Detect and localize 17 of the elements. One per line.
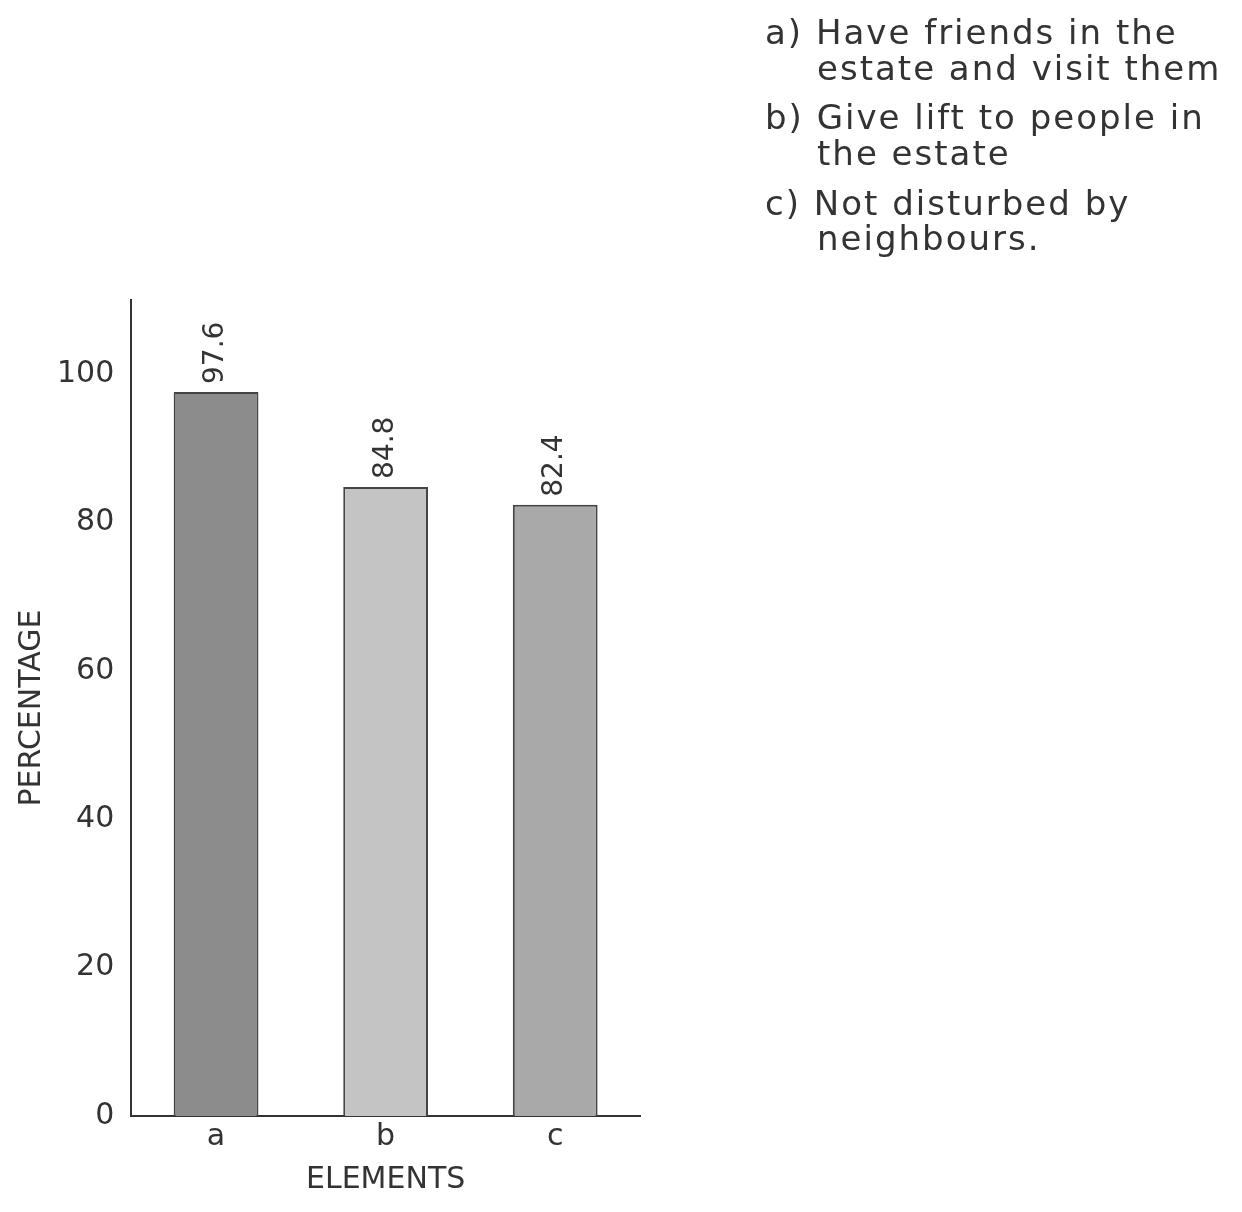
data-label: 84.8 (366, 416, 400, 479)
data-label: 82.4 (536, 434, 570, 497)
x-tick-label: a (206, 1116, 226, 1152)
y-tick-label: 60 (76, 650, 115, 686)
y-tick-label: 0 (95, 1095, 115, 1131)
text: b) Give lift to people in the estate (765, 97, 1206, 174)
y-axis-title: PERCENTAGE (11, 609, 47, 807)
y-tick-label: 40 (76, 799, 115, 835)
text: c) Not disturbed by neighbours. (765, 182, 1132, 259)
text: a) Have friends in the estate and visit them (765, 12, 1223, 88)
data-label: 97.6 (197, 321, 231, 384)
x-tick-label: b (376, 1116, 396, 1152)
y-tick-label: 100 (57, 353, 115, 389)
y-tick-label: 80 (76, 502, 115, 538)
x-tick-label: c (546, 1116, 564, 1152)
y-tick-label: 20 (76, 947, 115, 983)
x-axis-title: ELEMENTS (305, 1159, 466, 1195)
